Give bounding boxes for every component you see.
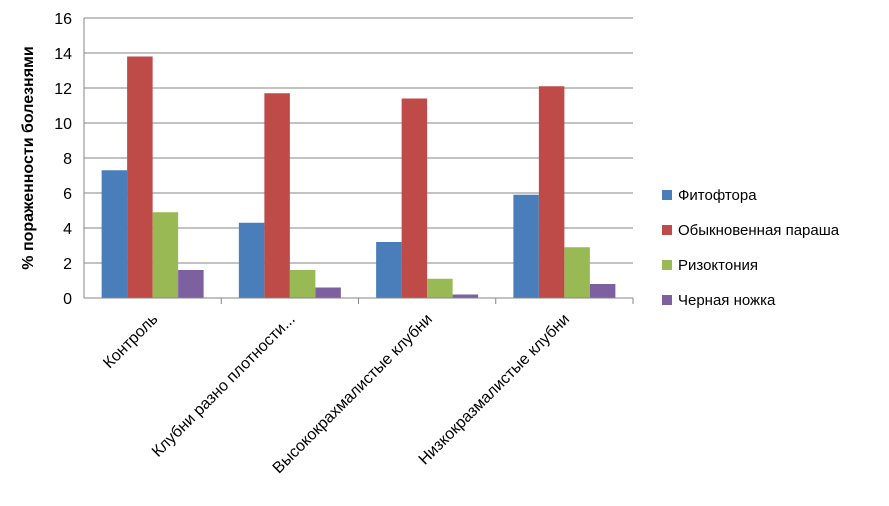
y-tick-label: 10: [54, 116, 72, 133]
y-tick-label: 14: [54, 46, 72, 63]
legend-label: Обыкновенная параша: [678, 222, 840, 239]
bar-1-1: [101, 170, 128, 298]
y-tick-label: 8: [63, 151, 72, 168]
bar-4-4: [589, 284, 616, 298]
bar-2-2: [264, 93, 290, 298]
bars: [101, 56, 616, 298]
y-tick-label: 0: [63, 291, 72, 308]
y-tick-label: 4: [63, 221, 72, 238]
bar-4-2: [315, 287, 341, 298]
y-axis-label: % пораженности болезнями: [20, 46, 37, 269]
y-tick-label: 12: [54, 81, 72, 98]
legend-swatch: [662, 260, 672, 270]
legend-swatch: [662, 225, 672, 235]
axes: [83, 18, 634, 304]
bar-1-3: [376, 242, 402, 298]
bar-2-3: [401, 98, 428, 298]
y-tick-label: 16: [54, 11, 72, 28]
y-tick-labels: 0 2 4 6 8 10 12 14 16: [54, 11, 72, 308]
legend-label: Черная ножка: [678, 292, 776, 309]
y-tick-label: 6: [63, 186, 72, 203]
category-label: Высококрахмалистые клубни: [270, 311, 436, 477]
bar-3-3: [427, 278, 453, 298]
bar-4-3: [452, 294, 479, 298]
y-tick-label: 2: [63, 256, 72, 273]
legend-swatch: [662, 295, 672, 305]
legend-label: Фитофтора: [678, 187, 757, 204]
legend: Фитофтора Обыкновенная параша Ризоктония Че…: [662, 187, 840, 309]
bar-1-4: [513, 194, 539, 298]
legend-label: Ризоктония: [678, 257, 758, 274]
bar-4-1: [178, 270, 204, 298]
bar-3-1: [152, 212, 179, 298]
bar-3-4: [564, 247, 590, 298]
bar-2-4: [538, 86, 565, 298]
category-label: Низкокразмалистые клубни: [416, 311, 574, 469]
category-label: Клубни разно плотности...: [149, 311, 299, 461]
bar-2-1: [127, 56, 153, 298]
bar-1-2: [238, 222, 265, 298]
bar-3-2: [289, 270, 316, 298]
category-label: Контроль: [100, 311, 161, 372]
legend-swatch: [662, 190, 672, 200]
